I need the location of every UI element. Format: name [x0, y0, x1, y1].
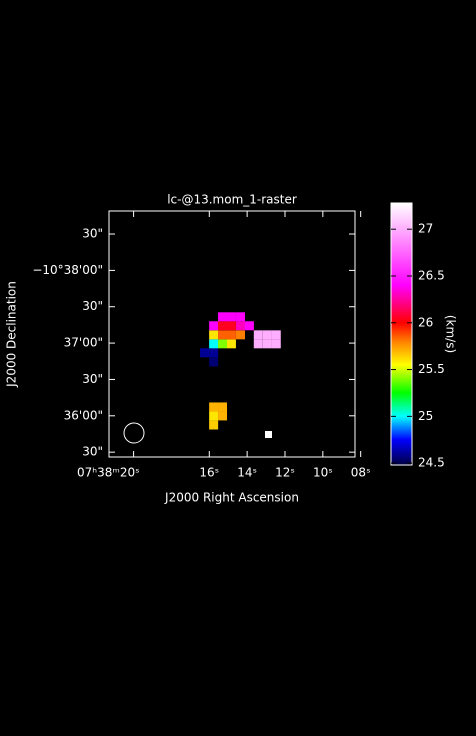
colorbar-tick-label: 25	[418, 409, 433, 423]
raster-cell	[253, 330, 263, 340]
x-tick-label: 16ˢ	[199, 466, 219, 480]
raster-cell	[236, 330, 246, 340]
raster-cell	[200, 348, 210, 358]
raster-cell	[262, 339, 272, 349]
raster-cell	[244, 321, 254, 331]
raster-cell	[226, 321, 236, 331]
raster-cell	[209, 339, 219, 349]
raster-cell	[209, 411, 219, 421]
raster-cell	[262, 330, 272, 340]
colorbar	[390, 202, 413, 466]
x-tick-label: 08ˢ	[351, 466, 371, 480]
raster-cell	[209, 420, 219, 430]
x-tick-label: 12ˢ	[275, 466, 295, 480]
raster-cell	[209, 348, 219, 358]
raster-cell	[218, 339, 228, 349]
beam	[123, 422, 145, 444]
y-tick-label: 30"	[82, 227, 103, 241]
raster-cell	[218, 330, 228, 340]
raster-cell	[209, 321, 219, 331]
y-tick-label: −10°38'00"	[32, 263, 103, 277]
x-tick-label: 10ˢ	[313, 466, 333, 480]
plot-frame	[108, 210, 356, 458]
x-tick-label: 14ˢ	[237, 466, 257, 480]
raster-cell	[209, 330, 219, 340]
raster-cell	[218, 321, 228, 331]
raster-cell	[218, 411, 228, 421]
raster-cell	[226, 330, 236, 340]
y-tick-label: 30"	[82, 372, 103, 386]
colorbar-tick-label: 26	[418, 315, 433, 329]
raster-cell	[226, 339, 236, 349]
colorbar-label: (km/s)	[444, 315, 458, 353]
raster-cell	[253, 339, 263, 349]
y-axis-label: J2000 Declination	[5, 281, 19, 388]
raster-cell	[218, 402, 228, 412]
colorbar-tick-label: 24.5	[418, 456, 445, 470]
chart-title: lc-@13.mom_1-raster	[167, 193, 297, 207]
raster-cell	[209, 402, 219, 412]
raster-cell	[236, 321, 246, 331]
y-tick-label: 37'00"	[64, 336, 103, 350]
raster-cell	[209, 357, 219, 367]
raster-cell	[271, 339, 281, 349]
colorbar-tick-label: 25.5	[418, 362, 445, 376]
colorbar-tick-label: 27	[418, 222, 433, 236]
x-tick-label: 07ʰ38ᵐ20ˢ	[77, 466, 140, 480]
x-axis-label: J2000 Right Ascension	[164, 491, 299, 505]
raster-cell	[236, 312, 246, 322]
y-tick-label: 30"	[82, 445, 103, 459]
y-tick-label: 30"	[82, 299, 103, 313]
raster-cell	[218, 312, 228, 322]
y-tick-label: 36'00"	[64, 408, 103, 422]
scale-marker	[265, 431, 272, 438]
raster-cell	[271, 330, 281, 340]
colorbar-tick-label: 26.5	[418, 268, 445, 282]
raster-cell	[226, 312, 236, 322]
